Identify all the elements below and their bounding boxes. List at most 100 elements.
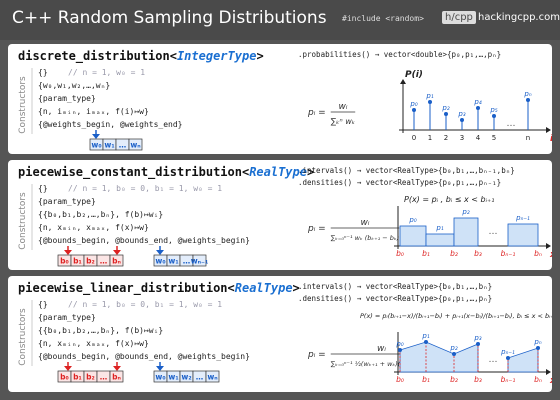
array-cell: [109, 254, 124, 267]
type-close: >: [292, 281, 300, 295]
stem-dot: [412, 108, 416, 112]
constructor: {param_type}: [38, 313, 96, 322]
default-comment: // n = 1, b₀ = 0, b₁ = 1, w₀ = 1: [68, 300, 223, 309]
x-tick-label: b₂: [450, 375, 458, 384]
x-tick-label: b₁: [422, 375, 430, 384]
point-label: p₃: [457, 110, 465, 118]
point-label: p₁: [425, 92, 433, 100]
gap: …: [489, 355, 498, 365]
array-cell-label: bₙ: [112, 373, 121, 382]
step: [453, 217, 479, 247]
point-dot: [424, 340, 428, 344]
site: hackingcpp.com: [478, 12, 560, 23]
stem-dot: [492, 114, 496, 118]
gap: …: [507, 119, 516, 129]
y-axis-label: P(i): [405, 70, 423, 80]
constructor: {}: [38, 68, 48, 77]
logo: h/cpp: [442, 11, 476, 24]
array-cell-label: w₁: [168, 373, 178, 382]
x-tick-label: 0: [412, 134, 416, 142]
type-name: discrete_distribution<: [18, 49, 177, 63]
point-label: p₂: [441, 104, 449, 112]
array-cell: [128, 138, 143, 151]
array-cell-label: …: [100, 257, 108, 266]
point-label: p₂: [461, 208, 469, 216]
x-axis-label: x: [549, 250, 552, 260]
point-label: p₁: [435, 224, 443, 232]
x-tick-label: bₙ₋₁: [501, 249, 516, 258]
accessor: .probabilities() → vector<double>{p₀,p₁,…: [298, 50, 502, 59]
array-cell-label: w₁: [104, 141, 114, 150]
array-cell-label: …: [119, 141, 127, 150]
type-close: >: [256, 49, 264, 63]
panel-card: b₀ b₁ b₂… bₙ w₀ w₁ w₂… wₙ pᵢ = ∑ₖ₌₀ⁿ⁻¹ ½(wₖ₊₁ + w…: [8, 276, 552, 392]
linear-area: [399, 341, 479, 373]
array-cell-label: …: [183, 257, 191, 266]
x-tick-label: 1: [428, 134, 432, 142]
x-axis-label: x: [549, 376, 552, 386]
point-label: p₀: [395, 340, 403, 348]
array-cell: [205, 370, 220, 383]
axis-head: [546, 127, 551, 133]
array-cell-label: b₂: [86, 257, 95, 266]
formula-num: wᵢ: [361, 218, 370, 228]
point-dot: [506, 356, 510, 360]
array-cell-label: w₀: [91, 141, 101, 150]
accessor: .intervals() → vector<RealType>{b₀,b₁,…,…: [298, 282, 493, 291]
x-axis-label: i: [550, 134, 552, 144]
point-dot: [398, 348, 402, 352]
array-cell-label: bₙ: [112, 257, 121, 266]
x-tick-label: b₁: [422, 249, 430, 258]
x-tick-label: b₀: [396, 249, 404, 258]
formula-num: wᵢ: [338, 102, 347, 112]
array-cell-label: wₙ: [207, 373, 218, 382]
x-tick-label: 2: [444, 134, 448, 142]
constructor: {{b₀,b₁,b₂,…,bₙ}, f(b)↦wᵢ}: [38, 326, 164, 335]
arrow-head: [92, 134, 100, 139]
template-param: IntegerType: [176, 49, 257, 63]
stem-dot: [428, 100, 432, 104]
array-cell-label: b₁: [73, 373, 82, 382]
panel-card: b₀ b₁ b₂… bₙ w₀ w₁… wₙ₋₁ pᵢ = ∑ₖ₌₀ⁿ⁻¹ wₖ (bₖ₊₁ −…: [8, 160, 552, 270]
arrow-head: [64, 366, 72, 371]
formula-lhs: pᵢ =: [307, 224, 326, 234]
step: [425, 233, 455, 247]
panel-graphics: b₀ b₁ b₂… bₙ w₀ w₁… wₙ₋₁pᵢ =∑ₖ₌₀ⁿ⁻¹ wₖ (bₖ₊₁ −…: [31, 184, 552, 267]
point-label: pₙ₋₁: [515, 214, 530, 222]
formula-lhs: pᵢ =: [307, 108, 326, 118]
point-label: p₀: [408, 216, 416, 224]
array-cell-label: w₀: [155, 373, 165, 382]
x-tick-label: n: [526, 134, 530, 142]
axis-head: [546, 243, 551, 249]
step: [507, 223, 539, 247]
stem-dot: [444, 112, 448, 116]
type-name: piecewise_linear_distribution<: [18, 281, 235, 295]
stem-dot: [460, 118, 464, 122]
title: C++ Random Sampling Distributions: [12, 8, 327, 28]
type-name: piecewise_constant_distribution<: [18, 165, 250, 179]
x-tick-label: b₂: [450, 249, 458, 258]
formula-den: ∑ₖ₌₀ⁿ⁻¹ ½(wₖ₊₁ + wₖ)(bₖ₊₁ − bₖ): [331, 360, 433, 368]
constructor: {}: [38, 300, 48, 309]
x-tick-label: 4: [476, 134, 481, 142]
x-tick-label: bₙ₋₁: [501, 375, 516, 384]
formula-den: ∑ₖⁿ wₖ: [331, 117, 355, 126]
constructor: {w₀,w₁,w₂,…,wₙ}: [38, 81, 111, 90]
constructor: {@weights_begin, @weights_end}: [38, 120, 183, 129]
template-param: RealType: [234, 281, 293, 295]
x-tick-label: b₃: [474, 249, 482, 258]
formula-num: wᵢ: [377, 344, 386, 354]
axis-head: [546, 369, 551, 375]
array-cell-label: wₙ: [130, 141, 141, 150]
point-label: p₁: [421, 332, 429, 340]
point-label: p₃: [473, 334, 481, 342]
ctor-label: Constructors: [17, 192, 28, 250]
point-label: p₅: [489, 106, 497, 114]
array-cell-label: wₙ₋₁: [191, 257, 209, 266]
point-label: p₀: [409, 100, 417, 108]
point-dot: [476, 342, 480, 346]
